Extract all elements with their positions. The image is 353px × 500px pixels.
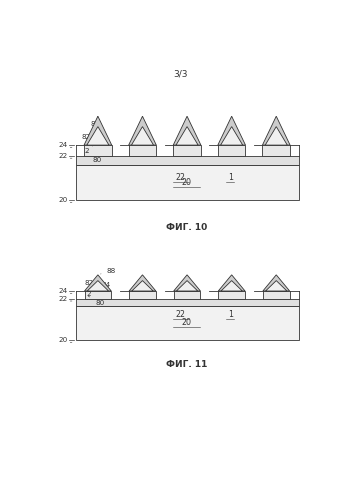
- Polygon shape: [221, 126, 243, 145]
- Text: 84: 84: [101, 282, 110, 288]
- Text: 3/3: 3/3: [174, 70, 188, 78]
- Text: 24: 24: [59, 142, 68, 148]
- Bar: [218, 291, 245, 298]
- Bar: [174, 291, 201, 298]
- Bar: [76, 156, 299, 166]
- Bar: [129, 291, 156, 298]
- Text: 20: 20: [181, 318, 191, 328]
- Polygon shape: [84, 116, 112, 145]
- Text: ФИГ. 10: ФИГ. 10: [166, 223, 207, 232]
- Text: 88: 88: [101, 268, 116, 274]
- Text: 20: 20: [59, 197, 68, 203]
- Bar: [84, 291, 111, 298]
- Text: 82: 82: [85, 280, 94, 285]
- Polygon shape: [263, 275, 289, 291]
- Bar: [76, 166, 299, 200]
- Text: 22: 22: [176, 173, 186, 182]
- Bar: [262, 145, 290, 156]
- Text: 84: 84: [98, 136, 108, 142]
- Polygon shape: [173, 116, 201, 145]
- Text: 1: 1: [228, 173, 233, 182]
- Polygon shape: [262, 116, 290, 145]
- Text: 22: 22: [176, 310, 186, 320]
- Polygon shape: [174, 275, 201, 291]
- Text: 22: 22: [59, 153, 68, 159]
- Polygon shape: [128, 116, 156, 145]
- Polygon shape: [221, 280, 243, 291]
- Text: 82: 82: [82, 134, 91, 140]
- Text: ФИГ. 11: ФИГ. 11: [166, 360, 207, 368]
- Polygon shape: [265, 126, 287, 145]
- Bar: [218, 145, 245, 156]
- Text: 20: 20: [181, 178, 191, 188]
- Bar: [84, 145, 112, 156]
- Polygon shape: [129, 275, 156, 291]
- Polygon shape: [176, 126, 198, 145]
- Bar: [76, 306, 299, 340]
- Polygon shape: [87, 280, 109, 291]
- Polygon shape: [218, 275, 245, 291]
- Text: 2: 2: [87, 290, 91, 296]
- Bar: [173, 145, 201, 156]
- Polygon shape: [131, 126, 154, 145]
- Text: 80: 80: [88, 152, 102, 163]
- Text: 24: 24: [59, 288, 68, 294]
- Polygon shape: [87, 126, 109, 145]
- Polygon shape: [176, 280, 198, 291]
- Polygon shape: [132, 280, 153, 291]
- Text: 20: 20: [59, 338, 68, 344]
- Text: 22: 22: [59, 296, 68, 302]
- Bar: [263, 291, 289, 298]
- Text: 86: 86: [90, 116, 99, 128]
- Text: 2: 2: [84, 148, 89, 154]
- Bar: [128, 145, 156, 156]
- Text: 80: 80: [88, 296, 104, 306]
- Bar: [76, 298, 299, 306]
- Polygon shape: [265, 280, 287, 291]
- Polygon shape: [84, 275, 111, 291]
- Polygon shape: [218, 116, 245, 145]
- Text: 1: 1: [228, 310, 233, 320]
